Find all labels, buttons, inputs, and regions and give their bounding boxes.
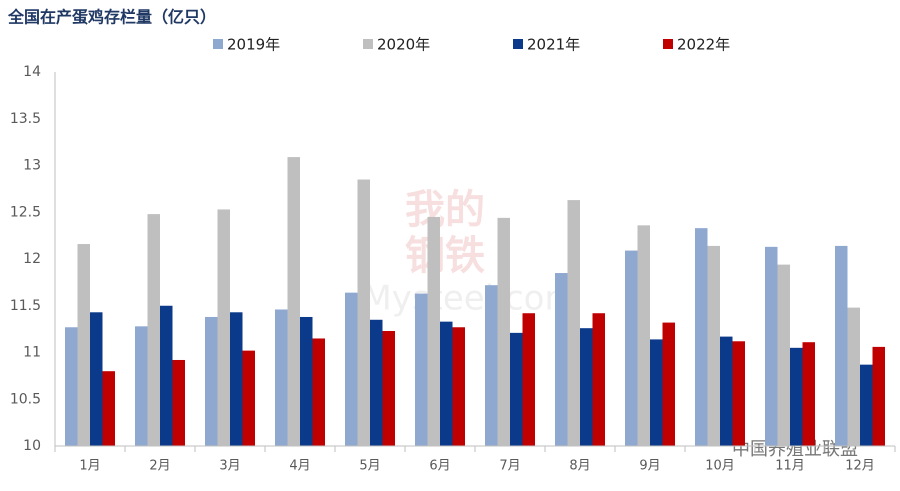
legend-swatch [363,39,373,49]
bar [230,312,243,446]
y-tick-label: 12.5 [10,204,41,220]
bar [452,327,465,446]
x-tick-label: 1月 [79,459,100,474]
bar [382,330,395,446]
x-tick-label: 12月 [845,459,875,474]
x-tick-label: 10月 [705,459,735,474]
x-tick-label: 9月 [639,459,660,474]
bar [357,179,370,446]
x-tick-label: 5月 [359,459,380,474]
bar [650,339,663,446]
bar [707,245,720,446]
y-tick-label: 12 [23,251,41,267]
bar [510,332,523,446]
x-tick-label: 3月 [219,459,240,474]
bar [555,273,568,446]
bar [790,347,803,446]
bar [217,209,230,446]
y-tick-label: 14 [23,64,41,80]
bar [802,342,815,446]
watermark: Mysteel.com [362,279,577,319]
y-tick-label: 11 [23,345,41,361]
bar [662,322,675,446]
bar [370,319,383,446]
bar [777,264,790,446]
bar [102,371,115,446]
bar [485,285,498,446]
bar [765,246,778,446]
bar [567,200,580,446]
bar [847,307,860,446]
bar [242,350,255,446]
bar [415,293,428,446]
bar [522,313,535,446]
bar [637,225,650,446]
bar [835,245,848,446]
watermark: 我的 [405,187,485,233]
bar [135,326,148,446]
bar [90,312,103,446]
legend-label: 2020年 [377,36,430,54]
watermark: 钢铁 [405,233,485,279]
y-tick-label: 13 [23,158,41,174]
bar [860,364,873,446]
bar [147,214,160,446]
x-tick-label: 8月 [569,459,590,474]
bar [625,250,638,446]
bar [300,316,313,446]
legend-label: 2022年 [677,36,730,54]
bar [345,292,358,446]
bar [287,157,300,446]
bar [592,313,605,446]
bar [427,216,440,446]
x-tick-label: 2月 [149,459,170,474]
chart-title: 全国在产蛋鸡存栏量（亿只） [7,8,216,27]
watermark: 中国养殖业联盟 [732,438,858,460]
bar [65,327,78,446]
legend-swatch [213,39,223,49]
bar [497,217,510,446]
bar [580,328,593,446]
bar [77,244,90,446]
y-tick-label: 10.5 [10,391,41,407]
x-tick-label: 4月 [289,459,310,474]
bar [695,228,708,446]
legend-swatch [663,39,673,49]
y-tick-label: 10 [23,438,41,454]
legend-label: 2019年 [227,36,280,54]
bar [275,309,288,446]
bar [205,316,218,446]
bar [720,336,733,446]
x-tick-label: 6月 [429,459,450,474]
bar [872,346,885,446]
x-tick-label: 7月 [499,459,520,474]
x-tick-label: 11月 [775,459,805,474]
bar [172,359,185,446]
y-tick-label: 13.5 [10,111,41,127]
legend-swatch [513,39,523,49]
legend-label: 2021年 [527,36,580,54]
bar [312,338,325,446]
y-tick-label: 11.5 [10,298,41,314]
bar [732,341,745,446]
bar [440,321,453,446]
bar [160,305,173,446]
